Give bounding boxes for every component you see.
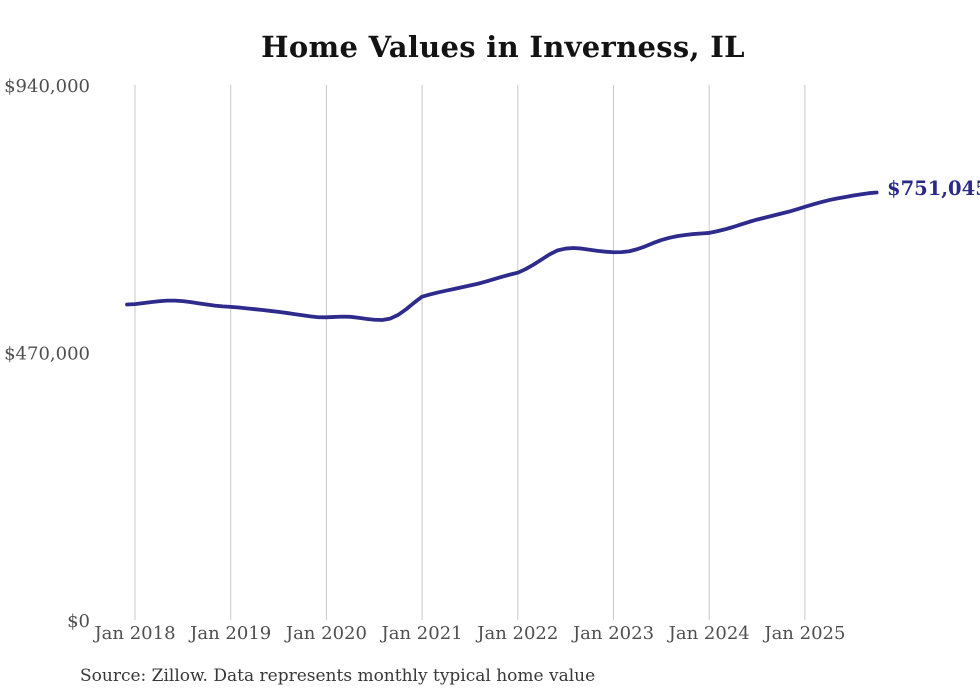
home-values-line — [125, 190, 879, 322]
x-axis-tick-label: Jan 2024 — [667, 623, 750, 644]
latest-value-label: $751,045 — [887, 177, 980, 200]
x-axis-tick-label: Jan 2021 — [380, 623, 463, 644]
source-note: Source: Zillow. Data represents monthly … — [80, 666, 596, 686]
chart-title: Home Values in Inverness, IL — [261, 30, 745, 64]
x-axis-tick-label: Jan 2020 — [284, 623, 367, 644]
y-axis-tick-label: $470,000 — [4, 344, 90, 365]
x-axis-tick-label: Jan 2025 — [762, 623, 845, 644]
x-axis-tick-label: Jan 2023 — [571, 623, 654, 644]
x-axis-tick-label: Jan 2019 — [188, 623, 271, 644]
y-axis-tick-label: $0 — [67, 611, 90, 632]
y-axis-tick-label: $940,000 — [4, 76, 90, 97]
x-axis-tick-label: Jan 2022 — [475, 623, 558, 644]
x-axis-tick-label: Jan 2018 — [92, 623, 175, 644]
